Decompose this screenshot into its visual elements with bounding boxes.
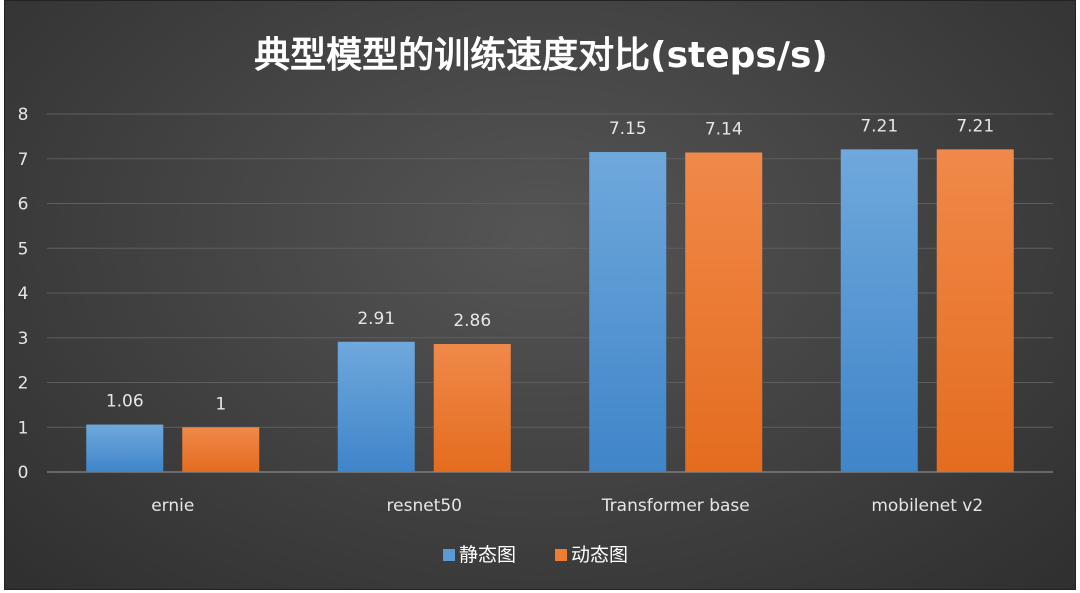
bar-dynamic (685, 152, 763, 473)
x-axis-categories: ernie resnet50 Transformer base mobilenet v… (151, 496, 983, 516)
data-label: 7.21 (956, 116, 994, 136)
data-label: 1.06 (106, 392, 144, 412)
legend-swatch (443, 549, 455, 561)
y-tick-label: 4 (18, 284, 29, 304)
y-tick-label: 6 (18, 195, 29, 215)
data-label: 2.91 (357, 309, 395, 329)
chart-title: 典型模型的训练速度对比(steps/s) (254, 35, 828, 76)
y-tick-label: 1 (18, 418, 29, 438)
y-tick-label: 0 (18, 463, 29, 483)
data-label: 1 (215, 394, 226, 414)
bar-static (337, 341, 415, 472)
legend-label: 动态图 (571, 544, 628, 566)
y-tick-label: 3 (18, 329, 29, 349)
x-category-label: Transformer base (601, 496, 750, 516)
legend-label: 静态图 (459, 544, 516, 566)
y-tick-label: 8 (18, 105, 29, 125)
legend: 静态图 动态图 (443, 544, 628, 566)
data-label: 2.86 (453, 311, 491, 331)
x-category-label: ernie (151, 496, 194, 516)
y-tick-label: 5 (18, 239, 29, 259)
bar-dynamic (182, 427, 260, 472)
data-label: 7.15 (609, 119, 647, 139)
bar-chart: 典型模型的训练速度对比(steps/s) 0 1 2 3 4 5 6 7 8 1.06 1 2.91… (18, 35, 1053, 566)
data-label: 7.21 (860, 116, 898, 136)
x-category-label: mobilenet v2 (871, 496, 983, 516)
chart-area: 典型模型的训练速度对比(steps/s) 0 1 2 3 4 5 6 7 8 1.06 1 2.91… (4, 0, 1076, 590)
bar-static (589, 152, 667, 472)
y-axis-ticks: 0 1 2 3 4 5 6 7 8 (18, 105, 29, 483)
bar-dynamic (433, 344, 511, 472)
bars (86, 149, 1014, 473)
bar-dynamic (936, 149, 1014, 473)
y-tick-label: 2 (18, 374, 29, 394)
bar-static (86, 424, 164, 472)
data-labels: 1.06 1 2.91 2.86 7.15 7.14 7.21 7.21 (106, 116, 994, 414)
bar-static (840, 149, 918, 473)
y-tick-label: 7 (18, 150, 29, 170)
x-category-label: resnet50 (387, 496, 462, 516)
legend-swatch (555, 549, 567, 561)
data-label: 7.14 (705, 119, 743, 139)
